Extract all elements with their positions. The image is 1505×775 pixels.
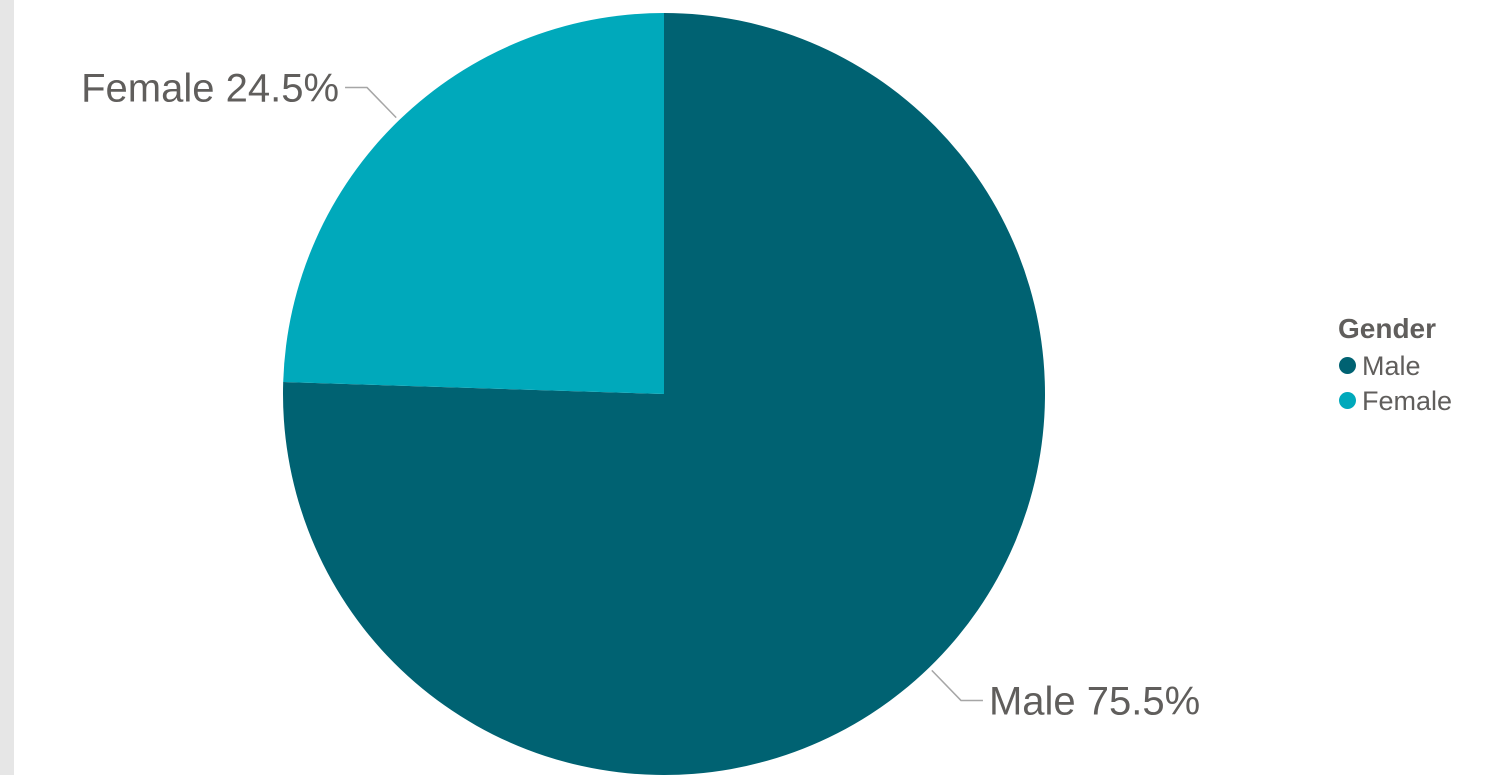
- legend-item-male[interactable]: Male: [1339, 348, 1452, 383]
- data-label-male: Male 75.5%: [989, 679, 1200, 723]
- legend-label-female: Female: [1362, 385, 1453, 416]
- pie-chart: Male 75.5% Female 24.5%: [81, 13, 1200, 775]
- left-border: [0, 0, 14, 775]
- data-label-female: Female 24.5%: [81, 67, 339, 111]
- legend: Gender Male Female: [1338, 312, 1452, 418]
- pie-labels: Male 75.5% Female 24.5%: [81, 67, 1200, 724]
- leader-line-male: [931, 669, 983, 702]
- leader-line-female: [345, 86, 397, 119]
- pie-slice-female[interactable]: [283, 13, 664, 394]
- legend-item-female[interactable]: Female: [1339, 383, 1452, 418]
- legend-label-male: Male: [1362, 350, 1421, 381]
- pie-slices: [282, 13, 1046, 775]
- legend-title: Gender: [1338, 313, 1437, 344]
- legend-marker-female: [1339, 392, 1356, 409]
- legend-marker-male: [1339, 357, 1356, 374]
